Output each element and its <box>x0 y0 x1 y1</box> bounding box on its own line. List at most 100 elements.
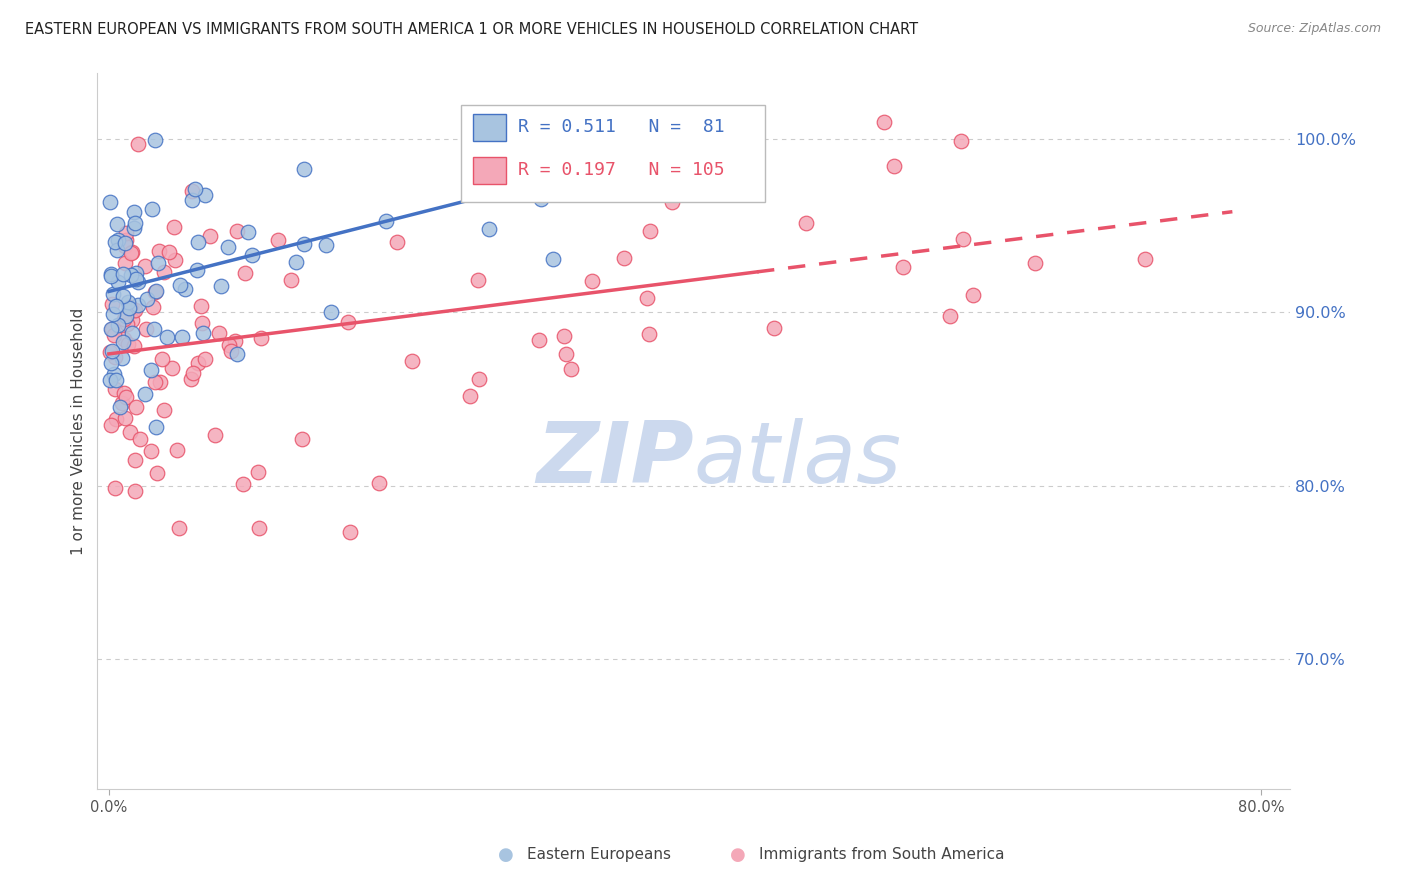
Point <box>187 356 209 370</box>
Point <box>567 110 589 124</box>
Point <box>962 288 984 302</box>
Point <box>136 292 159 306</box>
Point <box>153 403 176 417</box>
Point <box>100 267 122 281</box>
Point <box>146 467 169 481</box>
Point <box>153 264 176 278</box>
Point <box>1024 255 1046 269</box>
Point <box>115 226 138 240</box>
FancyBboxPatch shape <box>472 157 506 184</box>
Point <box>145 419 167 434</box>
Point <box>105 299 128 313</box>
Y-axis label: 1 or more Vehicles in Household: 1 or more Vehicles in Household <box>72 308 86 555</box>
Point <box>636 291 658 305</box>
Point <box>103 287 125 301</box>
Point <box>180 372 202 386</box>
Point <box>121 304 143 318</box>
Point <box>110 395 132 409</box>
Point <box>1135 252 1157 267</box>
Point <box>292 161 315 176</box>
Point <box>527 163 550 178</box>
Point <box>117 294 139 309</box>
Point <box>121 245 143 260</box>
Point <box>117 336 139 351</box>
Point <box>117 317 139 331</box>
Point <box>100 417 122 432</box>
Point <box>952 232 974 246</box>
Point <box>139 363 162 377</box>
Point <box>246 466 269 480</box>
Point <box>194 188 217 202</box>
Point <box>458 388 481 402</box>
Point <box>156 330 179 344</box>
Point <box>146 255 169 269</box>
Point <box>122 204 145 219</box>
Point <box>111 267 134 281</box>
Point <box>134 260 156 274</box>
Point <box>491 183 513 197</box>
Point <box>163 252 186 267</box>
Point <box>105 373 128 387</box>
Point <box>579 150 602 164</box>
Point <box>204 428 226 442</box>
Point <box>114 411 136 425</box>
Point <box>118 300 141 314</box>
Point <box>124 303 146 318</box>
Point <box>122 339 145 353</box>
Point <box>527 333 550 347</box>
Point <box>162 220 184 235</box>
Point <box>186 262 208 277</box>
Point <box>105 218 128 232</box>
Point <box>100 321 122 335</box>
Point <box>219 343 242 358</box>
Point <box>478 222 501 236</box>
Point <box>280 272 302 286</box>
Point <box>891 260 914 274</box>
Point <box>127 275 149 289</box>
Point <box>950 134 973 148</box>
Point <box>101 307 124 321</box>
Point <box>675 144 697 158</box>
Point <box>225 347 247 361</box>
Point <box>198 228 221 243</box>
Point <box>143 376 166 390</box>
Point <box>150 351 173 366</box>
Point <box>250 331 273 345</box>
Point <box>127 298 149 312</box>
Point <box>181 193 204 207</box>
Point <box>190 299 212 313</box>
Point <box>114 233 136 247</box>
Point <box>558 117 581 131</box>
Point <box>267 233 290 247</box>
Point <box>125 266 148 280</box>
Point <box>107 318 129 332</box>
Point <box>209 278 232 293</box>
Point <box>145 284 167 298</box>
Point <box>103 328 125 343</box>
Point <box>125 401 148 415</box>
Point <box>614 152 637 166</box>
Point <box>141 202 163 216</box>
Text: Eastern Europeans: Eastern Europeans <box>527 847 671 862</box>
Point <box>560 362 582 376</box>
Point <box>98 345 121 359</box>
Point <box>401 353 423 368</box>
Point <box>368 475 391 490</box>
Point <box>291 432 314 446</box>
Point <box>166 442 188 457</box>
FancyBboxPatch shape <box>461 105 765 202</box>
Point <box>100 268 122 283</box>
Point <box>121 313 143 327</box>
Point <box>191 326 214 340</box>
Point <box>238 225 260 239</box>
Text: atlas: atlas <box>693 418 901 501</box>
Point <box>142 301 165 315</box>
Point <box>145 285 167 299</box>
Point <box>247 521 270 535</box>
Point <box>104 382 127 396</box>
Point <box>141 443 163 458</box>
Point <box>638 326 661 341</box>
Point <box>111 334 134 349</box>
Point <box>167 521 190 535</box>
Point <box>120 268 142 282</box>
